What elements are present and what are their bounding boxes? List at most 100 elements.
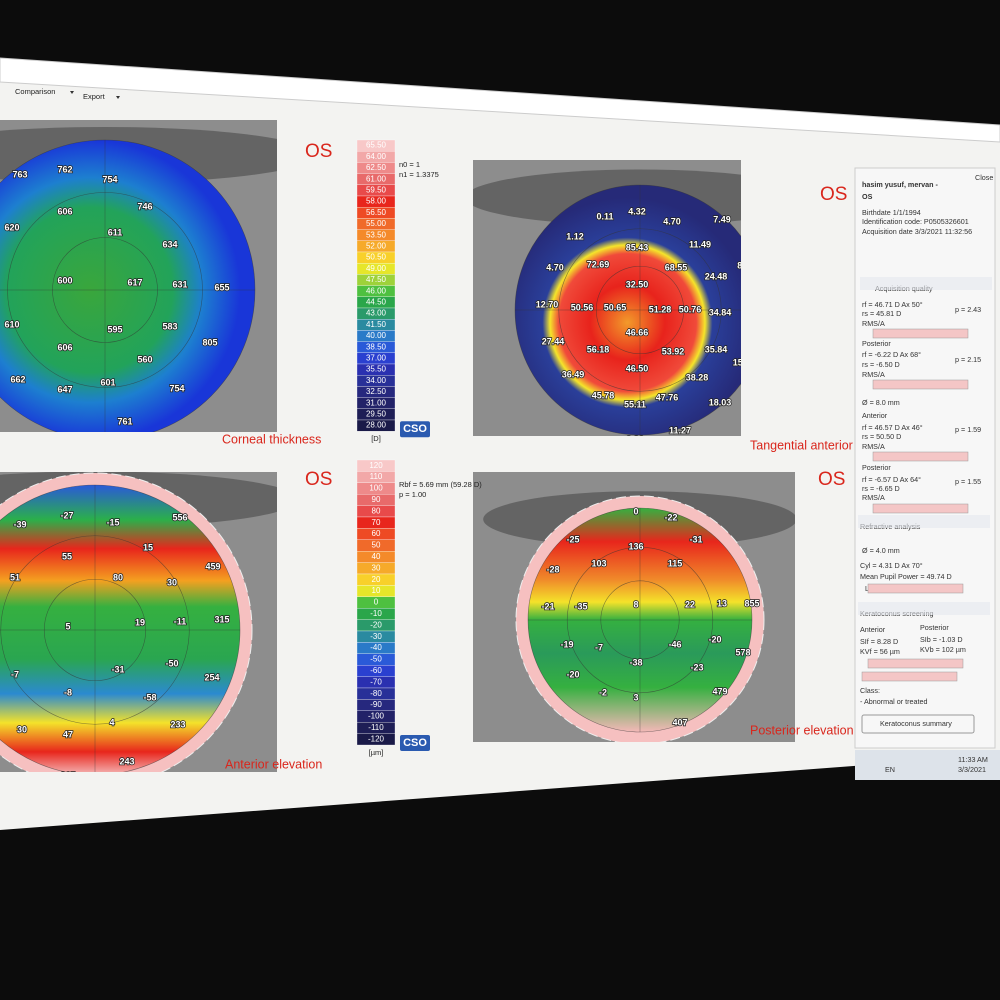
close-button[interactable]: Close: [975, 173, 993, 182]
scale-label: 65.50: [366, 141, 387, 150]
panel-text: OS: [862, 192, 873, 201]
map-value: -50: [165, 658, 178, 668]
indicator-bar: [872, 503, 969, 514]
map-value: 46.50: [626, 363, 649, 373]
scale-label: 30: [372, 563, 381, 572]
map-value: 620: [4, 222, 19, 232]
map-value: 5: [65, 621, 70, 631]
scale-label: 60: [372, 529, 381, 538]
section-header: [860, 277, 992, 290]
summary-button[interactable]: [861, 714, 975, 734]
map-value: -8: [64, 687, 72, 697]
menu-arrow: [70, 91, 74, 94]
scale-label: 44.50: [366, 298, 387, 307]
map-value: 606: [57, 206, 72, 216]
logo: CSO: [403, 737, 427, 749]
scale-label: 43.00: [366, 309, 387, 318]
map-title: Corneal thickness: [222, 432, 321, 446]
scale-label: 0: [374, 598, 379, 607]
map-value: 22: [685, 599, 695, 609]
map-value: 606: [57, 342, 72, 352]
scale-label: -100: [368, 712, 385, 721]
map-value: 655: [214, 282, 229, 292]
panel-text: Identification code: P0505326601: [862, 217, 969, 226]
map-value: 4.70: [546, 262, 564, 272]
taskbar: [855, 750, 1000, 780]
map-value: 595: [107, 324, 122, 334]
scale-label: -20: [370, 620, 382, 629]
eye-label: OS: [820, 184, 847, 205]
map-value: 583: [162, 321, 177, 331]
map-value: 51.28: [649, 304, 672, 314]
menu-arrow: [116, 96, 120, 99]
scale-label: 29.50: [366, 410, 387, 419]
map-value: -28: [546, 564, 559, 574]
scale-label: 56.50: [366, 208, 387, 217]
panel-text: KVb = 102 µm: [920, 645, 966, 654]
scale-label: 40.00: [366, 331, 387, 340]
model-parameter: Rbf = 5.69 mm (59.28 D): [399, 480, 482, 489]
map-value: 556: [172, 512, 187, 522]
scale-label: 31.00: [366, 398, 387, 407]
map-value: -39: [13, 519, 26, 529]
panel-text[interactable]: Keratoconus summary: [880, 719, 952, 728]
scale-label: 120: [369, 461, 383, 470]
map-value: 8: [633, 599, 638, 609]
map-value: 233: [170, 719, 185, 729]
map-value: 7.49: [713, 214, 731, 224]
panel-text: Birthdate 1/1/1994: [862, 208, 921, 217]
map-value: 0.11: [596, 211, 613, 221]
map-value: 600: [57, 275, 72, 285]
map-value: -22: [664, 512, 677, 522]
map: -39 -27 -15 556 15 55 459 51 80 30 5 19 -11 315 -50 -7 -…: [0, 472, 277, 772]
map-value: 15: [143, 542, 153, 552]
panel-text: rs = -6.65 D: [862, 484, 900, 493]
map-value: 30: [17, 724, 27, 734]
language: EN: [885, 765, 895, 774]
scale-label: -110: [368, 723, 384, 732]
map-value: 45.78: [592, 390, 615, 400]
map-value: -38: [629, 657, 642, 667]
model-parameter: n1 = 1.3375: [399, 170, 439, 179]
map-value: 68.55: [665, 262, 688, 272]
eye-label: OS: [305, 141, 332, 162]
panel-text: Mean Pupil Power = 49.74 D: [860, 572, 952, 581]
panel-text: rf = 46.71 D Ax 50°: [862, 300, 923, 309]
map-value: -7: [595, 642, 603, 652]
map-value: 19: [135, 617, 145, 627]
menu-item[interactable]: Export: [83, 92, 106, 101]
logo-box: [400, 421, 430, 438]
map-value: 1.12: [566, 231, 584, 241]
section-header: [858, 515, 990, 528]
panel-text: Posterior: [862, 463, 891, 472]
scale-unit: [µm]: [369, 748, 384, 757]
map-value: 24.48: [705, 271, 728, 281]
indicator-bar: [867, 658, 964, 669]
panel-text: p = 1.59: [955, 425, 981, 434]
indicator-bar: [872, 379, 969, 390]
scale-label: 10: [372, 586, 381, 595]
map-value: 763: [12, 169, 27, 179]
map-value: 315: [214, 614, 229, 624]
map-value: 50.56: [571, 302, 594, 312]
indicator-bar: [867, 583, 964, 594]
panel-text: hasim yusuf, mervan -: [862, 180, 938, 189]
scale-label: 28.00: [366, 421, 387, 430]
map-value: 754: [169, 383, 184, 393]
eye-label: OS: [818, 469, 845, 490]
scale-label: 40: [372, 552, 381, 561]
scale-label: 64.00: [366, 152, 387, 161]
scale-label: 46.00: [366, 286, 387, 295]
map-value: -46: [668, 639, 681, 649]
map-value: -15: [106, 517, 119, 527]
scale-label: 37.00: [366, 354, 387, 363]
map-value: -35: [574, 601, 587, 611]
map-value: 56.18: [587, 344, 610, 354]
map-value: 578: [735, 647, 750, 657]
map-value: 761: [117, 416, 132, 426]
map: 0 -22 -31 -25 136 103 115 -28 -21 -35 8 22 13 855 -19 -…: [473, 472, 795, 742]
map-value: 55.11: [624, 399, 646, 409]
panel-text: p = 2.43: [955, 305, 981, 314]
menu-item[interactable]: Comparison: [15, 87, 55, 96]
